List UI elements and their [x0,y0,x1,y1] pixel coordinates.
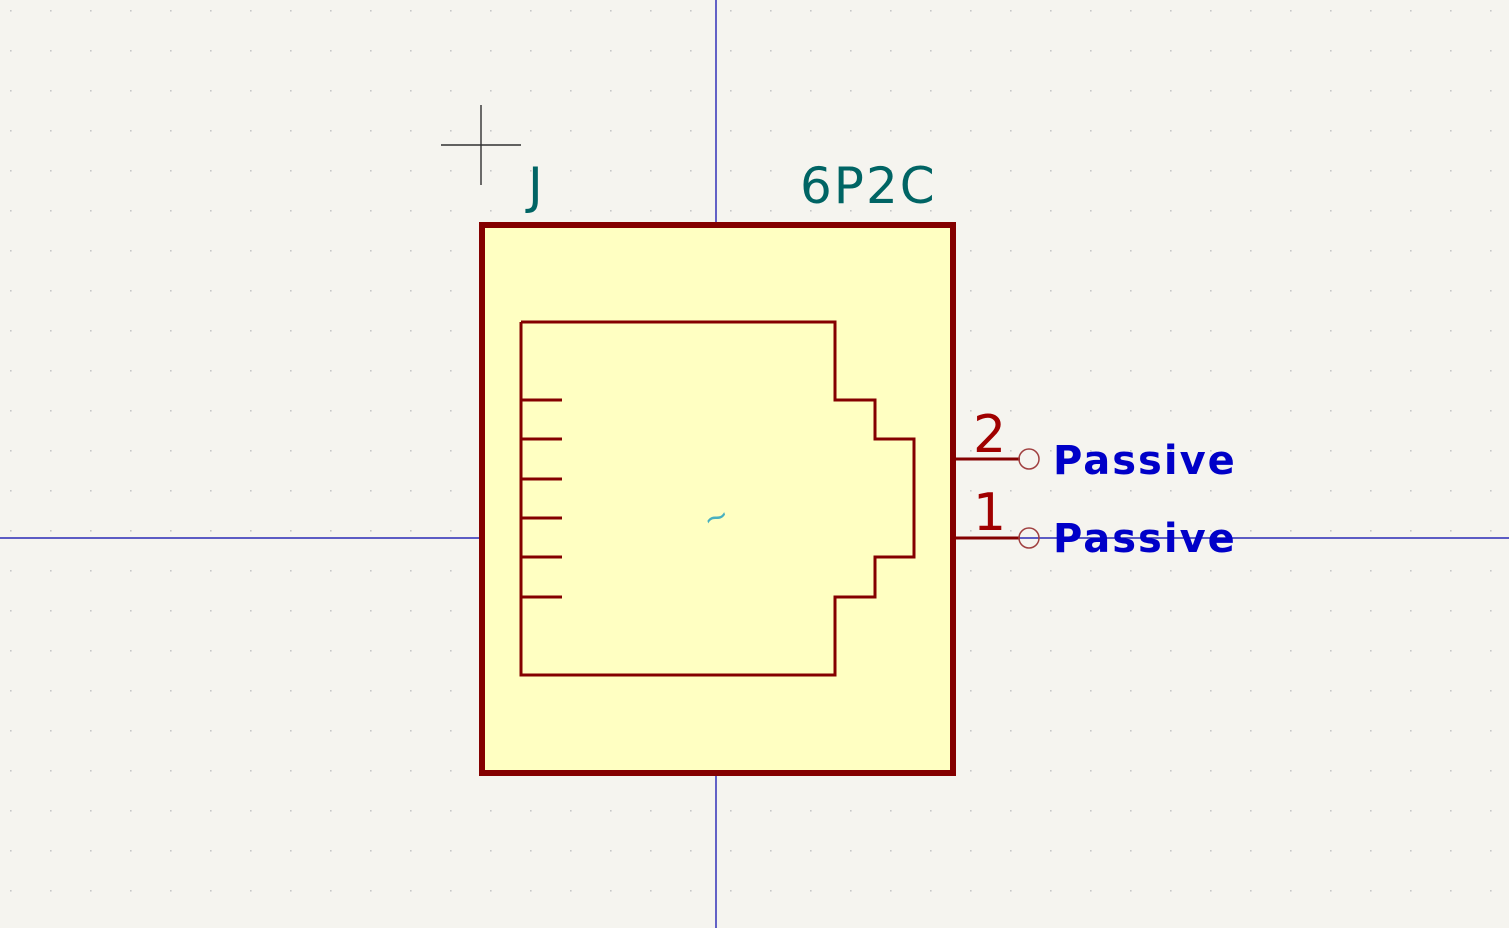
socket-outline-icon [519,320,916,677]
reference-designator[interactable]: J [525,157,545,215]
pin-number: 1 [973,483,1006,543]
symbol-body[interactable] [479,222,956,776]
pin-electrical-type: Passive [1053,438,1237,484]
crosshair-cursor-icon [441,105,521,185]
pin-number: 2 [973,405,1006,465]
pin-electrical-type: Passive [1053,516,1237,562]
pin-2[interactable]: 2 Passive [956,405,1237,484]
pin-1[interactable]: 1 Passive [956,483,1237,562]
socket-contacts-icon [521,398,562,599]
symbol-value[interactable]: 6P2C [800,157,937,215]
